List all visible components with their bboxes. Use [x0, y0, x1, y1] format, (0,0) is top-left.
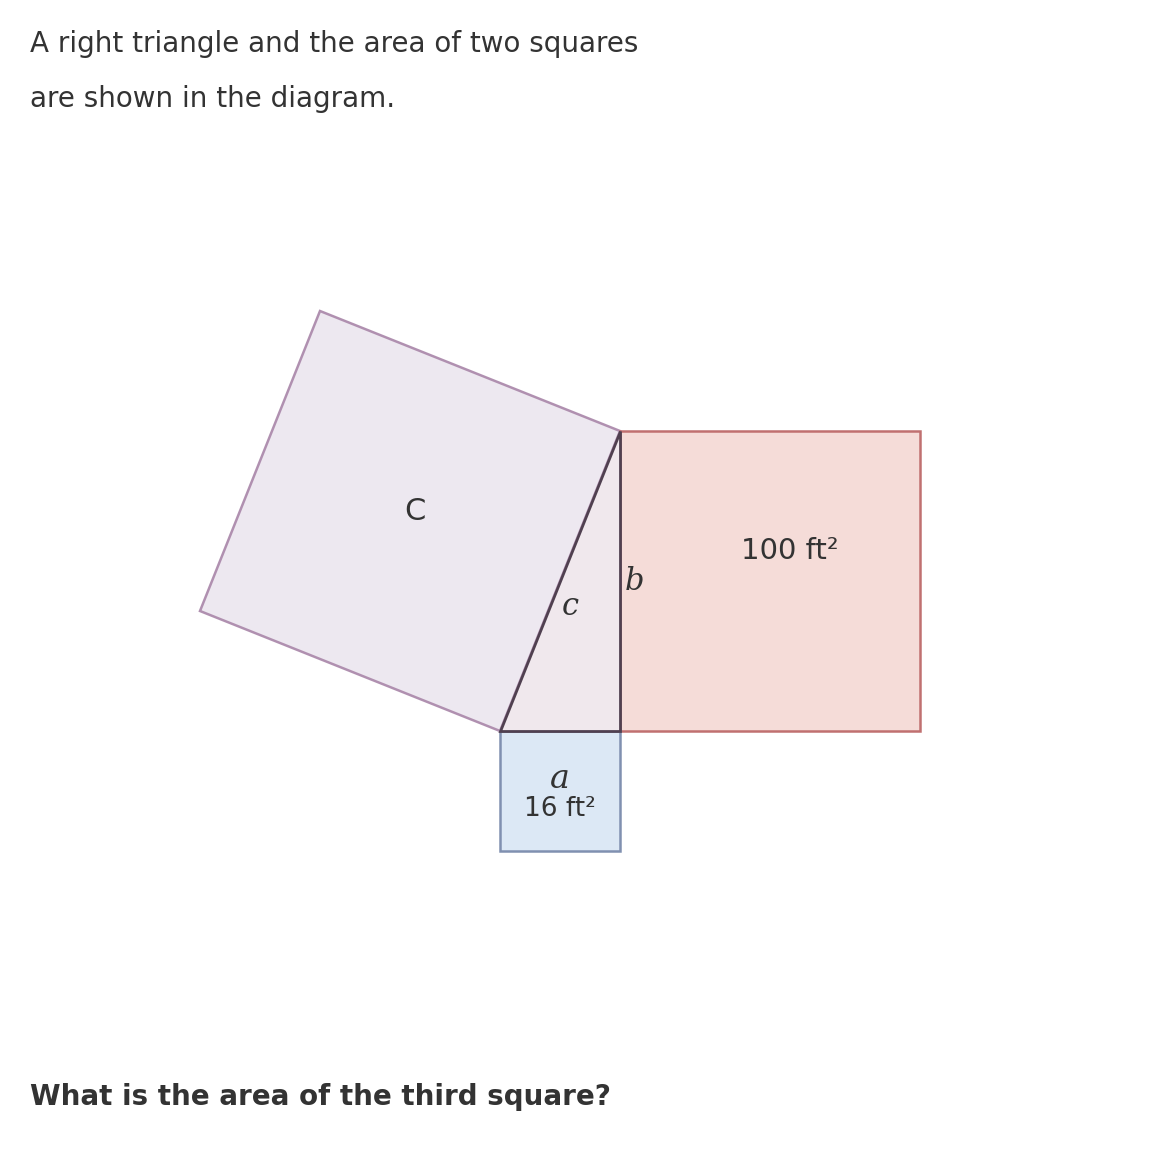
Text: What is the area of the third square?: What is the area of the third square? [30, 1083, 611, 1111]
Polygon shape [500, 431, 620, 731]
Text: c: c [562, 591, 579, 623]
Text: 16 ft²: 16 ft² [524, 796, 596, 822]
Text: a: a [550, 763, 570, 795]
Text: are shown in the diagram.: are shown in the diagram. [30, 85, 395, 112]
Text: b: b [625, 566, 644, 596]
Polygon shape [620, 431, 920, 731]
Polygon shape [200, 311, 620, 731]
Polygon shape [500, 731, 620, 851]
Text: 100 ft²: 100 ft² [741, 537, 839, 564]
Text: C: C [405, 497, 426, 526]
Text: A right triangle and the area of two squares: A right triangle and the area of two squ… [30, 30, 639, 59]
